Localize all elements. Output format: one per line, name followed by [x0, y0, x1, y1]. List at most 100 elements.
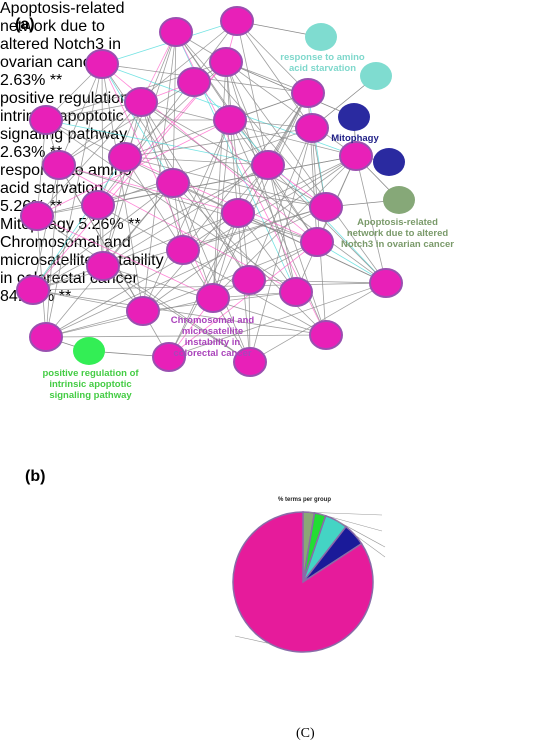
- panel-label: (C): [296, 726, 315, 741]
- category-label: Apoptosis-related network due to altered…: [0, 0, 125, 71]
- node: [156, 168, 190, 198]
- node: [339, 141, 373, 171]
- edge: [140, 101, 387, 284]
- edge: [225, 61, 269, 166]
- node: [305, 23, 337, 51]
- node: [20, 201, 54, 231]
- edge: [142, 31, 177, 312]
- edge: [58, 63, 103, 166]
- edge: [36, 215, 47, 338]
- edge: [124, 156, 269, 166]
- node: [309, 192, 343, 222]
- node: [81, 190, 115, 220]
- edge: [168, 241, 318, 358]
- node: [166, 235, 200, 265]
- node: [16, 275, 50, 305]
- node: [279, 277, 313, 307]
- edge: [124, 156, 318, 243]
- edge: [124, 127, 313, 158]
- edge: [45, 155, 357, 338]
- node: [373, 148, 405, 176]
- leader-line: [354, 534, 386, 558]
- node: [152, 342, 186, 372]
- panel-label: (b): [25, 468, 46, 485]
- node: [108, 142, 142, 172]
- edge: [36, 101, 142, 217]
- node: [233, 347, 267, 377]
- edge: [101, 63, 144, 312]
- edge: [101, 63, 104, 267]
- node: [159, 17, 193, 47]
- node: [251, 150, 285, 180]
- edge: [45, 63, 103, 338]
- edge: [58, 164, 318, 243]
- edge: [212, 92, 309, 299]
- node: [86, 251, 120, 281]
- edge: [140, 101, 327, 208]
- chart-title: % terms per group: [278, 497, 332, 503]
- node: [291, 78, 325, 108]
- node: [85, 49, 119, 79]
- edge: [102, 265, 251, 363]
- edge: [97, 204, 327, 336]
- node: [42, 150, 76, 180]
- node: [383, 186, 415, 214]
- edge: [236, 20, 313, 129]
- group-label: Chromosomal and microsatellite instabili…: [170, 315, 255, 359]
- edge: [237, 212, 297, 293]
- edge: [102, 212, 239, 267]
- edge: [236, 20, 309, 94]
- edge: [45, 206, 327, 338]
- node: [124, 87, 158, 117]
- node: [309, 320, 343, 350]
- edge: [295, 155, 357, 293]
- node: [220, 6, 254, 36]
- edge: [32, 61, 227, 291]
- node: [369, 268, 403, 298]
- edge: [229, 119, 251, 363]
- edge: [168, 212, 239, 358]
- panel-label: (a): [15, 16, 35, 33]
- edge: [102, 164, 269, 267]
- edge: [36, 215, 251, 363]
- edge: [249, 127, 313, 363]
- edge: [142, 241, 318, 312]
- edge: [212, 241, 318, 299]
- edge: [182, 92, 309, 251]
- edge: [225, 61, 250, 281]
- edge: [140, 101, 250, 281]
- edge: [142, 119, 231, 312]
- slice-labels: Apoptosis-related network due to altered…: [0, 0, 550, 306]
- edge: [32, 289, 327, 336]
- edge: [140, 101, 357, 157]
- edge: [355, 155, 387, 284]
- slice-label: Apoptosis-related network due to altered…: [0, 0, 145, 90]
- node: [209, 47, 243, 77]
- group-label: Apoptosis-related network due to altered…: [341, 217, 454, 250]
- edge: [225, 61, 357, 157]
- node: [177, 67, 211, 97]
- leader-line: [308, 511, 383, 516]
- edge: [142, 164, 269, 312]
- edge: [101, 63, 174, 184]
- edge: [267, 164, 387, 284]
- edge: [32, 164, 269, 291]
- edge: [124, 156, 214, 299]
- edge: [175, 31, 327, 208]
- leader-line: [234, 635, 270, 644]
- edge: [172, 182, 327, 208]
- group-label: response to amino acid starvation: [280, 52, 365, 74]
- edge: [140, 101, 251, 363]
- edge: [168, 282, 387, 358]
- node: [300, 227, 334, 257]
- node: [295, 113, 329, 143]
- edge: [212, 119, 231, 299]
- edge: [32, 156, 126, 291]
- edge: [248, 279, 387, 284]
- group-label: positive regulation of intrinsic apoptot…: [42, 368, 139, 401]
- edge: [45, 164, 60, 338]
- node: [232, 265, 266, 295]
- edges: [32, 20, 400, 363]
